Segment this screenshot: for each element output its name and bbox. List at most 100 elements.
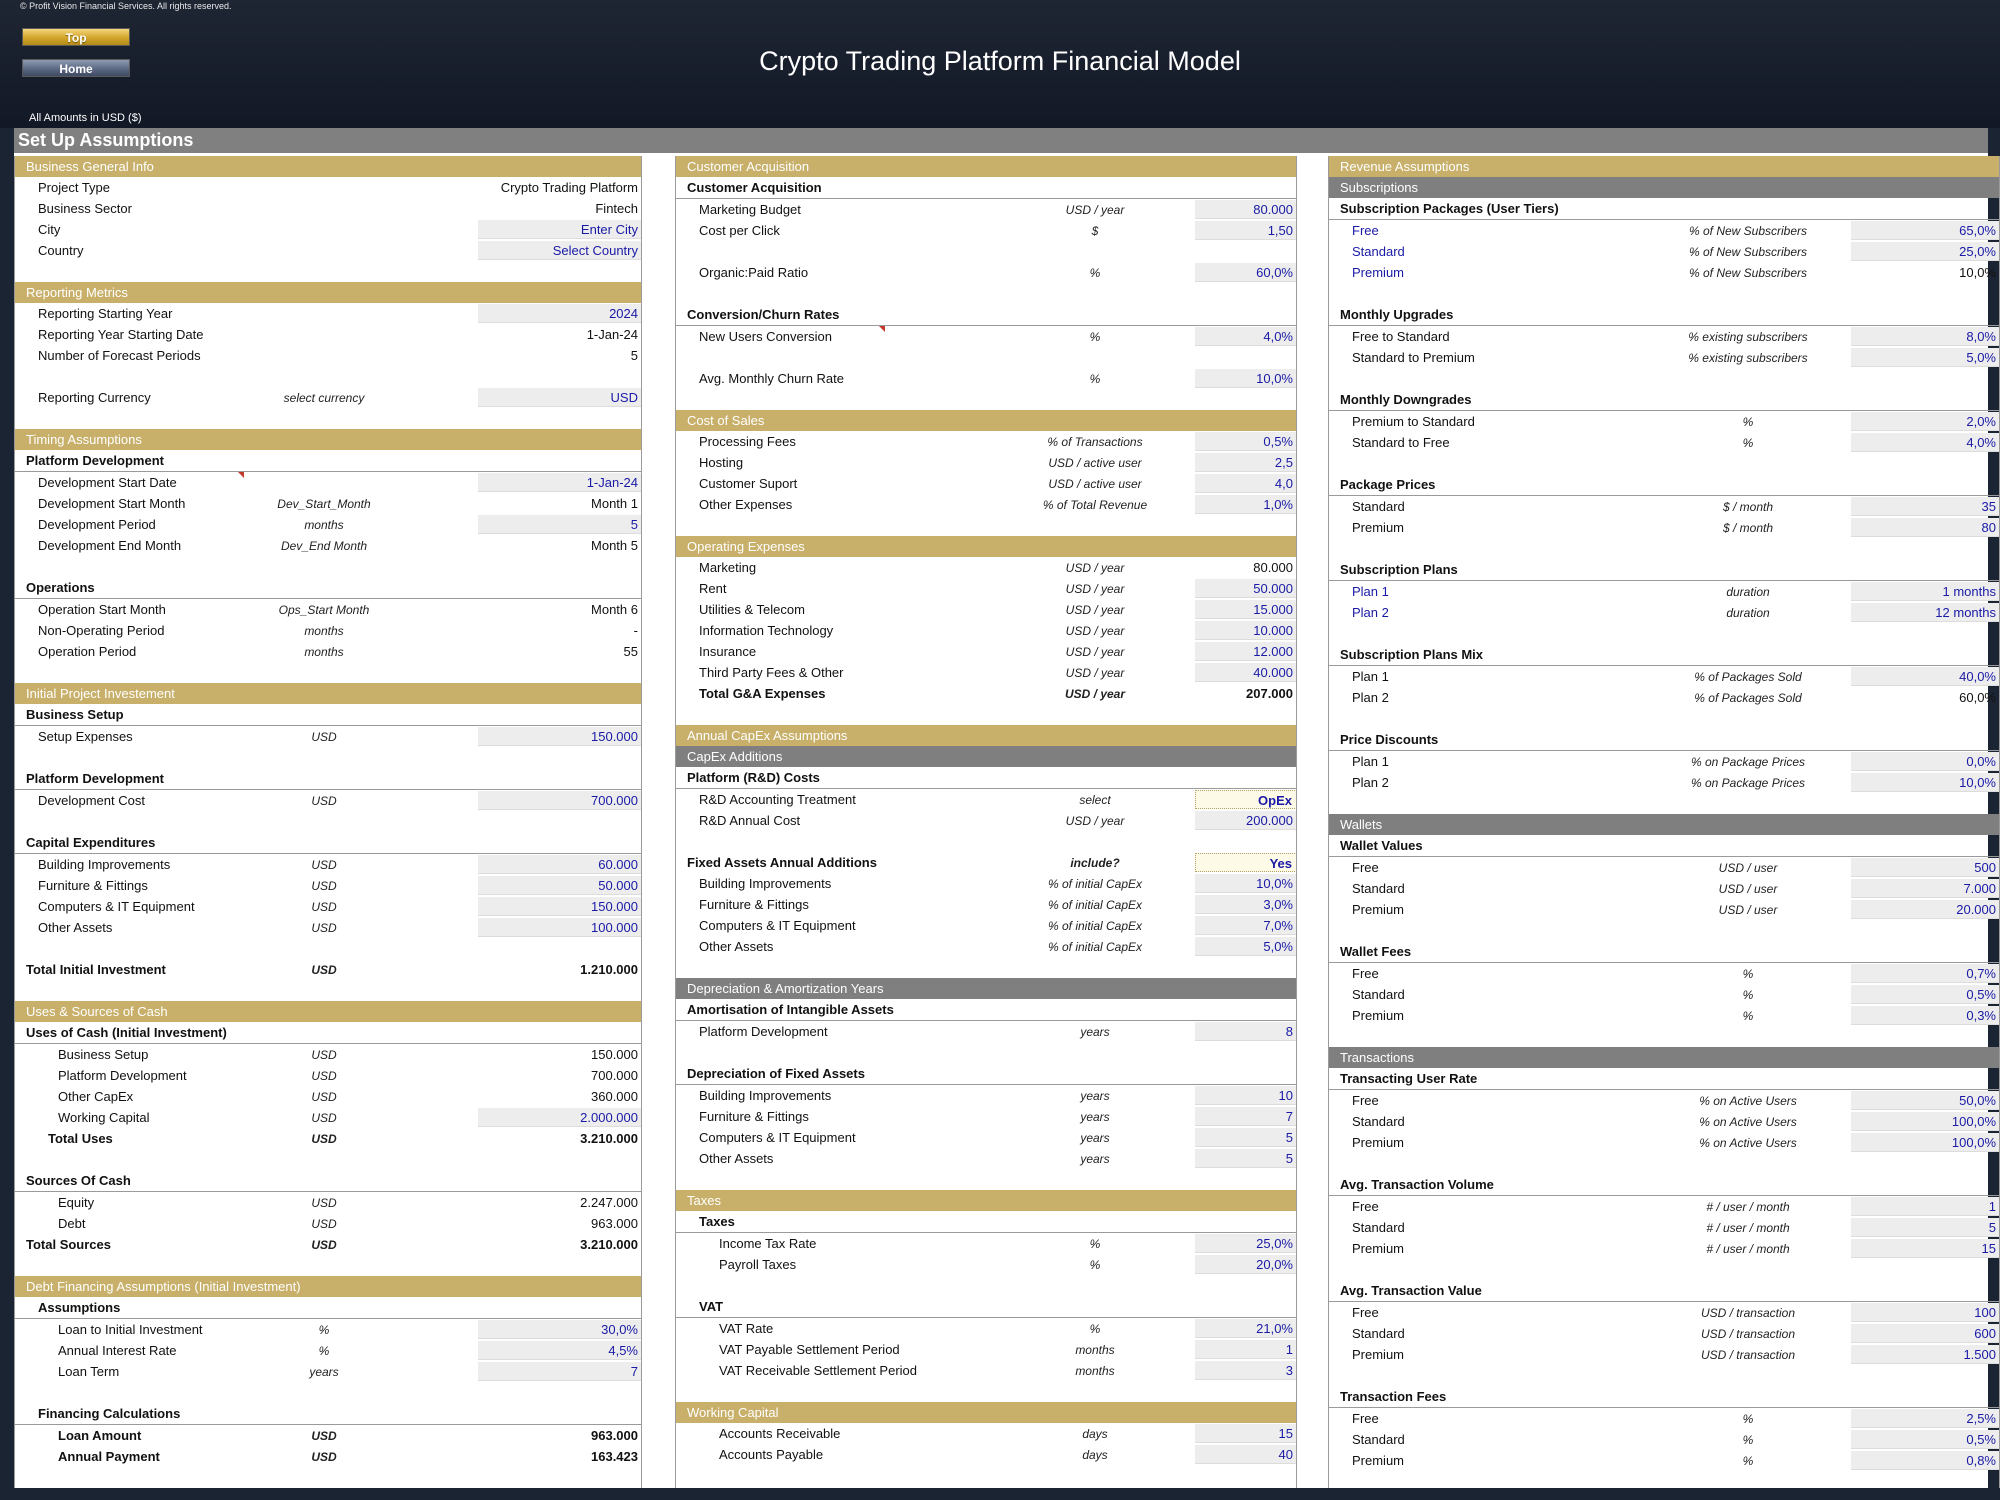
row-value-input[interactable]: 150.000 bbox=[478, 727, 642, 746]
row-value-input[interactable]: 4,0% bbox=[1195, 327, 1297, 346]
row-value-input[interactable]: 3,0% bbox=[1195, 895, 1297, 914]
row-value-input[interactable]: 80 bbox=[1851, 518, 2000, 537]
row-value-input[interactable]: 7 bbox=[1195, 1107, 1297, 1126]
row-value-input[interactable]: 65,0% bbox=[1851, 221, 2000, 240]
row-value-input[interactable]: 5,0% bbox=[1851, 348, 2000, 367]
row-value-input[interactable]: 50,0% bbox=[1851, 1091, 2000, 1110]
row-value-input[interactable]: 200.000 bbox=[1195, 811, 1297, 830]
row-value-input[interactable]: 4,5% bbox=[478, 1341, 642, 1360]
row-value-input[interactable]: 4,0 bbox=[1195, 474, 1297, 493]
row-value-input[interactable]: 1 bbox=[1851, 1197, 2000, 1216]
row-value-input[interactable]: 10,0% bbox=[1851, 773, 2000, 792]
row-value-input[interactable]: 0,7% bbox=[1851, 964, 2000, 983]
row-value-input[interactable]: 8,0% bbox=[1851, 327, 2000, 346]
row-value: Fintech bbox=[595, 201, 638, 216]
row-value-input[interactable]: 40,0% bbox=[1851, 667, 2000, 686]
row-unit: % of New Subscribers bbox=[1688, 224, 1808, 238]
top-button[interactable]: Top bbox=[22, 28, 130, 46]
row-value-input[interactable]: 20.000 bbox=[1851, 900, 2000, 919]
row-value-input[interactable]: 60,0% bbox=[1195, 263, 1297, 282]
row-value-input[interactable]: 15 bbox=[1851, 1239, 2000, 1258]
row-unit: % of Transactions bbox=[1047, 435, 1143, 449]
row-unit: Ops_Start Month bbox=[278, 603, 370, 617]
row-value-input[interactable]: 0,5% bbox=[1851, 985, 2000, 1004]
row-value-input[interactable]: 50.000 bbox=[478, 876, 642, 895]
row-value-input[interactable]: 1 bbox=[1195, 1340, 1297, 1359]
row-value-input[interactable]: 3 bbox=[1195, 1361, 1297, 1380]
row-value-input[interactable]: 60.000 bbox=[478, 855, 642, 874]
row-value-input[interactable]: 5 bbox=[1195, 1128, 1297, 1147]
assumption-row: Customer Suport USD / active user 4,0 bbox=[675, 473, 1297, 494]
subheader-row: Wallet Values bbox=[1328, 835, 2000, 857]
row-value-input[interactable]: 2.000.000 bbox=[478, 1108, 642, 1127]
row-value-input[interactable]: 700.000 bbox=[478, 791, 642, 810]
comment-marker-icon[interactable] bbox=[879, 326, 885, 332]
row-value-input[interactable]: 10,0% bbox=[1195, 369, 1297, 388]
row-value-input[interactable]: 0,3% bbox=[1851, 1006, 2000, 1025]
row-value-input[interactable]: 7 bbox=[478, 1362, 642, 1381]
row-value: 963.000 bbox=[591, 1428, 638, 1443]
row-value-input[interactable]: OpEx bbox=[1195, 790, 1297, 809]
row-value-input[interactable]: 600 bbox=[1851, 1324, 2000, 1343]
row-value-input[interactable]: 40.000 bbox=[1195, 663, 1297, 682]
row-value-input[interactable]: 12 months bbox=[1851, 603, 2000, 622]
row-value-input[interactable]: Yes bbox=[1195, 853, 1297, 872]
row-value-input[interactable]: 40 bbox=[1195, 1445, 1297, 1464]
row-value-input[interactable]: Enter City bbox=[478, 220, 642, 239]
row-value-input[interactable]: 80.000 bbox=[1195, 200, 1297, 219]
row-value-input[interactable]: 0,5% bbox=[1195, 432, 1297, 451]
home-button[interactable]: Home bbox=[22, 59, 130, 77]
row-value-input[interactable]: 1.500 bbox=[1851, 1345, 2000, 1364]
subheader-row: Capital Expenditures bbox=[14, 832, 642, 854]
row-value-input[interactable]: 100.000 bbox=[478, 918, 642, 937]
assumption-row: Platform Development USD 700.000 bbox=[14, 1065, 642, 1086]
assumption-row: Debt USD 963.000 bbox=[14, 1213, 642, 1234]
row-unit: USD bbox=[311, 1132, 337, 1146]
row-label: Standard bbox=[1352, 987, 1405, 1002]
row-value-input[interactable]: 100,0% bbox=[1851, 1133, 2000, 1152]
row-value-input[interactable]: 5 bbox=[478, 515, 642, 534]
row-value-input[interactable]: 21,0% bbox=[1195, 1319, 1297, 1338]
row-value-input[interactable]: 2,0% bbox=[1851, 412, 2000, 431]
row-value-input[interactable]: 0,0% bbox=[1851, 752, 2000, 771]
row-value-input[interactable]: 0,5% bbox=[1851, 1430, 2000, 1449]
row-value-input[interactable]: 5 bbox=[1851, 1218, 2000, 1237]
assumption-row: Computers & IT Equipment USD 150.000 bbox=[14, 896, 642, 917]
row-value-input[interactable]: 2,5 bbox=[1195, 453, 1297, 472]
row-value-input[interactable]: 5 bbox=[1195, 1149, 1297, 1168]
row-value-input[interactable]: 100 bbox=[1851, 1303, 2000, 1322]
row-value-input[interactable]: 10 bbox=[1195, 1086, 1297, 1105]
row-value-input[interactable]: 500 bbox=[1851, 858, 2000, 877]
spacer bbox=[675, 1169, 1297, 1190]
row-value-input[interactable]: 1,0% bbox=[1195, 495, 1297, 514]
row-value-input[interactable]: 25,0% bbox=[1851, 242, 2000, 261]
row-value-input[interactable]: 30,0% bbox=[478, 1320, 642, 1339]
row-value-input[interactable]: 35 bbox=[1851, 497, 2000, 516]
comment-marker-icon[interactable] bbox=[238, 472, 244, 478]
row-value-input[interactable]: 15 bbox=[1195, 1424, 1297, 1443]
row-value-input[interactable]: 4,0% bbox=[1851, 433, 2000, 452]
row-value-input[interactable]: 100,0% bbox=[1851, 1112, 2000, 1131]
row-unit: % bbox=[1742, 1454, 1754, 1468]
row-value-input[interactable]: 1 months bbox=[1851, 582, 2000, 601]
row-value-input[interactable]: 150.000 bbox=[478, 897, 642, 916]
row-value-input[interactable]: 5,0% bbox=[1195, 937, 1297, 956]
row-value-input[interactable]: 1-Jan-24 bbox=[478, 473, 642, 492]
row-value-input[interactable]: 25,0% bbox=[1195, 1234, 1297, 1253]
row-value-input[interactable]: 2024 bbox=[478, 304, 642, 323]
row-value-input[interactable]: 1,50 bbox=[1195, 221, 1297, 240]
row-value-input[interactable]: 0,8% bbox=[1851, 1451, 2000, 1470]
row-value-input[interactable]: 7.000 bbox=[1851, 879, 2000, 898]
row-value-input[interactable]: 10.000 bbox=[1195, 621, 1297, 640]
assumption-row: Building Improvements USD 60.000 bbox=[14, 854, 642, 875]
row-value-input[interactable]: 20,0% bbox=[1195, 1255, 1297, 1274]
row-value-input[interactable]: 2,5% bbox=[1851, 1409, 2000, 1428]
row-value-input[interactable]: 15.000 bbox=[1195, 600, 1297, 619]
row-value-input[interactable]: 12.000 bbox=[1195, 642, 1297, 661]
row-value-input[interactable]: 7,0% bbox=[1195, 916, 1297, 935]
row-value-input[interactable]: Select Country bbox=[478, 241, 642, 260]
row-value-input[interactable]: 10,0% bbox=[1195, 874, 1297, 893]
row-value-input[interactable]: 50.000 bbox=[1195, 579, 1297, 598]
row-value-input[interactable]: USD bbox=[478, 388, 642, 407]
row-value-input[interactable]: 8 bbox=[1195, 1022, 1297, 1041]
